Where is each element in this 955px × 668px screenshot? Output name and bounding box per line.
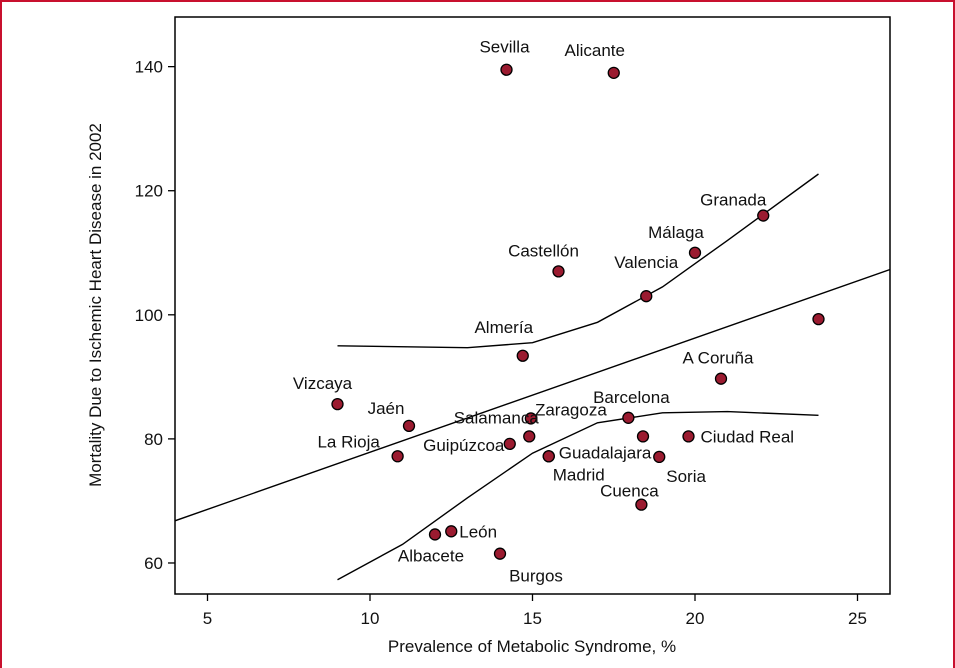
point-label: Barcelona [593, 388, 670, 407]
data-point [523, 430, 536, 443]
data-point [757, 209, 770, 222]
upper-confidence-band [337, 173, 819, 349]
x-tick-label: 25 [848, 609, 867, 628]
point-label: Sevilla [479, 38, 530, 57]
data-point [635, 498, 648, 511]
data-point [516, 349, 529, 362]
point-label: Almería [474, 318, 533, 337]
point-label: Cuenca [600, 482, 659, 501]
point-label: Guadalajara [559, 443, 652, 462]
data-point [812, 312, 825, 326]
point-label: Granada [700, 191, 767, 210]
point-label: Alicante [565, 41, 625, 60]
data-point [503, 437, 516, 451]
point-label: Valencia [614, 253, 678, 272]
data-point [688, 246, 702, 259]
x-tick-label: 20 [686, 609, 705, 628]
data-point [622, 411, 635, 424]
point-label: Madrid [553, 465, 605, 484]
point-label: Málaga [648, 223, 704, 242]
point-label: Zaragoza [535, 400, 607, 419]
point-label: Salamanca [454, 408, 540, 427]
data-point [653, 450, 666, 464]
y-tick-label: 60 [144, 554, 163, 573]
data-point [640, 290, 653, 303]
y-tick-label: 100 [135, 306, 163, 325]
point-label: Albacete [398, 546, 464, 565]
data-point [636, 430, 650, 443]
x-tick-label: 5 [203, 609, 212, 628]
y-tick-label: 140 [135, 58, 163, 77]
data-point [552, 265, 565, 278]
y-axis-title: Mortality Due to Ischemic Heart Disease … [86, 123, 105, 487]
x-tick-label: 10 [361, 609, 380, 628]
plot-area [174, 16, 891, 595]
lower-confidence-band [337, 410, 819, 581]
data-point [714, 372, 728, 385]
data-point [391, 450, 404, 463]
data-point [445, 525, 458, 538]
point-label: Ciudad Real [701, 427, 795, 446]
data-point [524, 412, 538, 425]
point-label: Castellón [508, 241, 579, 260]
x-axis-title: Prevalence of Metabolic Syndrome, % [388, 637, 676, 656]
point-label: Guipúzcoa [423, 436, 505, 455]
y-tick-label: 120 [135, 182, 163, 201]
data-point [500, 63, 513, 76]
point-label: León [459, 522, 497, 541]
x-tick-label: 15 [523, 609, 542, 628]
point-label: Burgos [509, 567, 563, 586]
point-label: Vizcaya [293, 374, 353, 393]
data-point [428, 528, 442, 541]
point-label: A Coruña [683, 349, 754, 368]
data-point [402, 419, 416, 433]
point-label: Soria [666, 467, 706, 486]
y-tick-label: 80 [144, 430, 163, 449]
data-point [607, 66, 620, 79]
data-point [682, 430, 695, 443]
data-point [542, 450, 555, 463]
data-point [493, 547, 507, 560]
regression-line [175, 268, 890, 522]
point-label: La Rioja [317, 432, 380, 451]
point-label: Jaén [368, 399, 405, 418]
data-point [331, 397, 344, 411]
